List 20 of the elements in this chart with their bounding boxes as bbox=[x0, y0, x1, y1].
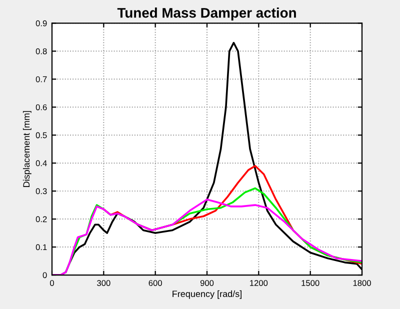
x-tick-label: 900 bbox=[200, 280, 214, 286]
x-axis-title: Frequency [rad/s] bbox=[172, 290, 242, 299]
y-tick-label: 0.4 bbox=[36, 160, 47, 166]
x-tick-label: 1500 bbox=[302, 280, 320, 286]
y-tick-label: 0.8 bbox=[36, 48, 47, 54]
x-tick-label: 300 bbox=[97, 280, 110, 286]
y-tick-label: 0.1 bbox=[36, 244, 47, 250]
y-axis-title: Displacement [mm] bbox=[22, 111, 32, 187]
y-tick-label: 0.5 bbox=[36, 132, 47, 138]
y-tick-label: 0 bbox=[42, 272, 47, 278]
chart-title: Tuned Mass Damper action bbox=[117, 8, 296, 20]
x-tick-label: 0 bbox=[50, 280, 54, 286]
y-tick-label: 0.9 bbox=[36, 20, 47, 26]
x-tick-label: 600 bbox=[148, 280, 162, 286]
y-tick-label: 0.2 bbox=[36, 216, 47, 222]
y-tick-label: 0.3 bbox=[36, 188, 47, 194]
x-tick-label: 1200 bbox=[250, 280, 268, 286]
x-tick-label: 1800 bbox=[353, 280, 371, 286]
y-tick-label: 0.6 bbox=[36, 104, 47, 110]
y-tick-label: 0.7 bbox=[36, 76, 47, 82]
